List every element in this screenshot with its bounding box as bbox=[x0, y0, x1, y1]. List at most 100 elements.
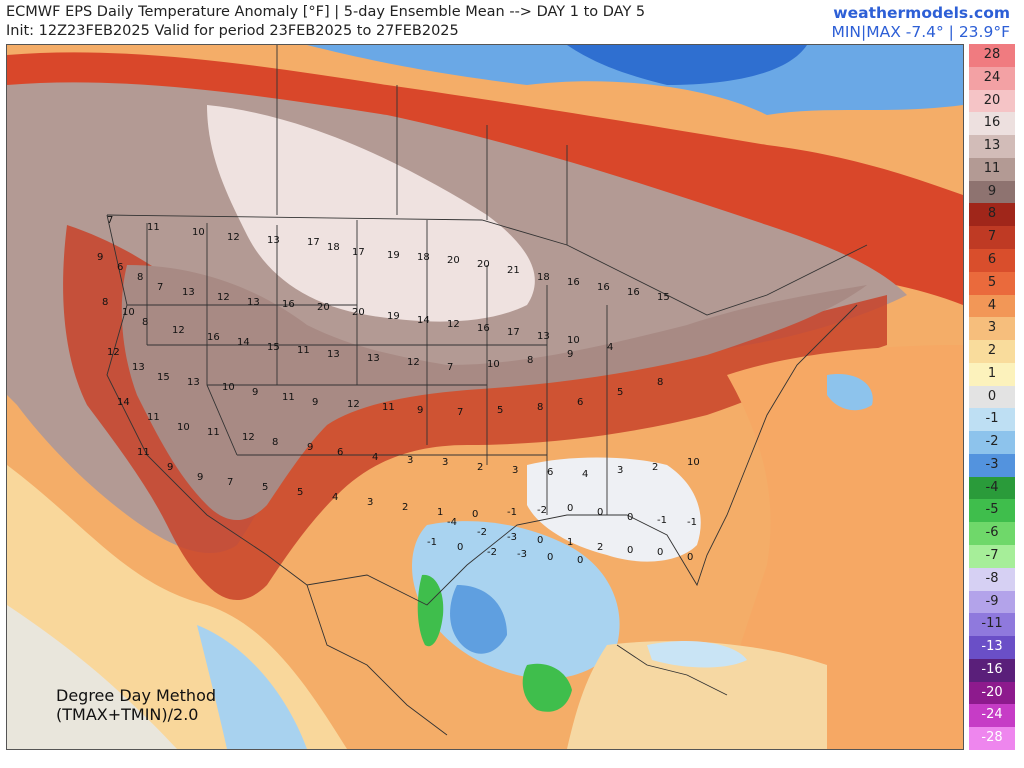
point-value: 0 bbox=[577, 555, 583, 566]
cuba-cool-area bbox=[647, 640, 747, 668]
point-value: 17 bbox=[307, 237, 320, 248]
legend-cell: -11 bbox=[969, 613, 1015, 637]
legend-cell: 20 bbox=[969, 89, 1015, 113]
point-value: 18 bbox=[537, 272, 550, 283]
point-value: 7 bbox=[157, 282, 163, 293]
point-value: 9 bbox=[167, 462, 173, 473]
point-value: 13 bbox=[247, 297, 260, 308]
legend-cell: -7 bbox=[969, 545, 1015, 568]
legend-cell: 28 bbox=[969, 44, 1015, 67]
legend-cell: -3 bbox=[969, 453, 1015, 477]
point-value: 16 bbox=[207, 332, 220, 343]
point-value: 12 bbox=[347, 399, 360, 410]
point-value: 18 bbox=[327, 242, 340, 253]
yucatan-green-patch bbox=[522, 663, 572, 712]
legend-cell: -28 bbox=[969, 727, 1015, 750]
point-value: 21 bbox=[507, 265, 520, 276]
legend-cell: 9 bbox=[969, 180, 1015, 204]
point-value: 18 bbox=[417, 252, 430, 263]
point-value: 7 bbox=[447, 362, 453, 373]
legend-cell: 16 bbox=[969, 112, 1015, 136]
point-value: 0 bbox=[537, 535, 543, 546]
point-value: 2 bbox=[597, 542, 603, 553]
legend-cell: 13 bbox=[969, 135, 1015, 158]
point-value: 19 bbox=[387, 250, 400, 261]
legend-cell: -13 bbox=[969, 636, 1015, 659]
point-value: 8 bbox=[137, 272, 143, 283]
point-value: 11 bbox=[207, 427, 220, 438]
map-title: ECMWF EPS Daily Temperature Anomaly [°F]… bbox=[6, 4, 646, 20]
point-value: 2 bbox=[652, 462, 658, 473]
point-value: 1 bbox=[437, 507, 443, 518]
point-value: 9 bbox=[312, 397, 318, 408]
point-value: 0 bbox=[627, 545, 633, 556]
max-anomaly-core bbox=[207, 105, 535, 322]
point-value: 5 bbox=[262, 482, 268, 493]
point-value: -1 bbox=[657, 515, 667, 526]
point-value: 3 bbox=[367, 497, 373, 508]
point-value: 13 bbox=[537, 331, 550, 342]
point-value: 5 bbox=[617, 387, 623, 398]
point-value: -2 bbox=[477, 527, 487, 538]
point-value: 0 bbox=[457, 542, 463, 553]
legend-cell: -5 bbox=[969, 499, 1015, 523]
method-line-2: (TMAX+TMIN)/2.0 bbox=[56, 705, 199, 724]
point-value: 10 bbox=[177, 422, 190, 433]
gulf-cold-patch bbox=[450, 585, 507, 654]
point-value: 9 bbox=[307, 442, 313, 453]
point-value: -3 bbox=[517, 549, 527, 560]
legend-cell: -6 bbox=[969, 522, 1015, 546]
point-value: 6 bbox=[547, 467, 553, 478]
point-value: 11 bbox=[282, 392, 295, 403]
legend-cell: 8 bbox=[969, 203, 1015, 227]
point-value: 15 bbox=[657, 292, 670, 303]
point-value: 6 bbox=[337, 447, 343, 458]
point-value: 0 bbox=[472, 509, 478, 520]
atlantic-cool-patch bbox=[827, 374, 873, 411]
political-borders bbox=[106, 45, 868, 736]
point-value: -3 bbox=[507, 532, 517, 543]
point-value: 10 bbox=[687, 457, 700, 468]
point-value: 11 bbox=[382, 402, 395, 413]
point-value: 3 bbox=[512, 465, 518, 476]
point-value: 12 bbox=[447, 319, 460, 330]
point-value: 20 bbox=[352, 307, 365, 318]
point-value: 11 bbox=[137, 447, 150, 458]
header: ECMWF EPS Daily Temperature Anomaly [°F]… bbox=[0, 0, 1024, 44]
point-value: 0 bbox=[687, 552, 693, 563]
point-value: 16 bbox=[597, 282, 610, 293]
arctic-cool-area bbox=[307, 45, 963, 115]
point-value: 3 bbox=[442, 457, 448, 468]
point-value: 12 bbox=[407, 357, 420, 368]
brand-link[interactable]: weathermodels.com bbox=[833, 4, 1010, 22]
legend-cell: -20 bbox=[969, 681, 1015, 705]
point-value: 0 bbox=[567, 503, 573, 514]
legend-cell: 1 bbox=[969, 362, 1015, 386]
point-value: 9 bbox=[567, 349, 573, 360]
pacific-cool-patch bbox=[197, 625, 307, 749]
point-value: -2 bbox=[487, 547, 497, 558]
point-value: 0 bbox=[597, 507, 603, 518]
atlantic-warm-area bbox=[707, 345, 963, 749]
color-legend: 28 24 20 16 13 11 9 8 7 6 5 4 3 2 1 0 -1 -2 -3 -4 -5 -6 -7 -8 -9… bbox=[969, 44, 1015, 750]
point-value: 12 bbox=[227, 232, 240, 243]
point-value: 13 bbox=[187, 377, 200, 388]
point-value: 20 bbox=[317, 302, 330, 313]
method-label: Degree Day Method (TMAX+TMIN)/2.0 bbox=[56, 686, 216, 724]
legend-cell: 3 bbox=[969, 317, 1015, 341]
arctic-cold-patch bbox=[567, 45, 807, 85]
point-value: 0 bbox=[627, 512, 633, 523]
legend-cell: -9 bbox=[969, 590, 1015, 614]
point-value: 7 bbox=[457, 407, 463, 418]
point-value: 8 bbox=[102, 297, 108, 308]
pacific-neutral-area bbox=[7, 605, 177, 749]
point-value: 13 bbox=[182, 287, 195, 298]
legend-cell: -16 bbox=[969, 658, 1015, 682]
legend-cell: -8 bbox=[969, 567, 1015, 591]
point-value: 11 bbox=[297, 345, 310, 356]
point-value: 6 bbox=[117, 262, 123, 273]
point-value: 17 bbox=[352, 247, 365, 258]
point-value: 8 bbox=[142, 317, 148, 328]
point-value: 10 bbox=[567, 335, 580, 346]
